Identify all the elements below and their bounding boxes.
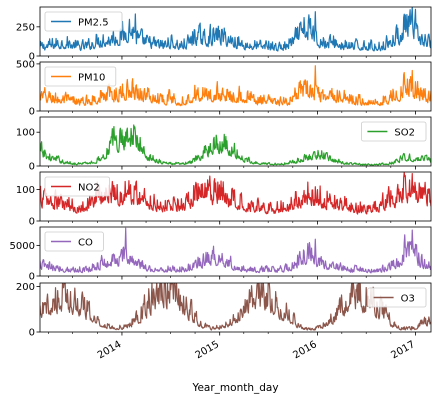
legend-box [44,176,110,197]
series-line-no2 [40,172,431,215]
panel-frame-co [39,226,432,277]
y-tick-label-o3: 0 [29,328,35,339]
panel-frame-o3 [39,282,432,333]
legend-box [367,287,427,308]
x-tick-label: 2014 [96,339,124,361]
panel-pm10: 0 500 PM10 [16,59,432,118]
y-tick-label-so2: 100 [16,128,35,139]
legend-box [44,231,104,252]
legend-pm10: PM10 [44,66,117,87]
panel-frame-so2 [39,116,432,167]
y-tick-label-no2: 0 [29,217,35,228]
legend-label: PM2.5 [78,18,109,29]
legend-box [44,11,123,32]
series-line-o3 [40,283,431,331]
panel-frame-pm10 [39,61,432,112]
legend-label: NO2 [78,183,100,194]
x-tick-label: 2017 [389,339,417,361]
panel-no2: 0 100 NO2 [16,171,432,228]
y-tick-label-pm10: 500 [16,59,35,70]
series-line-so2 [40,124,431,166]
legend-no2: NO2 [44,176,110,197]
y-tick-label-o3: 200 [16,282,35,293]
panel-o3: 0 200 O3 2014 2015 2016 2017 [16,282,432,361]
series-line-pm10 [40,65,431,107]
legend-box [44,66,117,87]
series-line-pm2-5 [40,7,431,52]
y-tick-label-so2: 0 [29,162,35,173]
panel-pm2-5: 0 250 PM2.5 [16,6,432,63]
legend-label: O3 [401,294,415,305]
y-tick-label-no2: 100 [16,185,35,196]
y-tick-label-pm10: 0 [29,107,35,118]
legend-so2: SO2 [360,121,427,142]
legend-label: SO2 [394,128,415,139]
panel-co: 0 5000 CO [10,226,432,283]
panel-so2: 0 100 SO2 [16,116,432,173]
y-tick-label-co: 5000 [10,241,35,252]
legend-box [360,121,427,142]
y-tick-label-pm2-5: 0 [29,52,35,63]
panel-frame-pm2-5 [39,6,432,57]
legend-o3: O3 [367,287,427,308]
legend-co: CO [44,231,104,252]
series-line-co [40,227,431,274]
y-tick-label-co: 0 [29,272,35,283]
panel-frame-no2 [39,171,432,222]
y-tick-label-pm2-5: 250 [16,22,35,33]
x-axis-label: Year_month_day [191,382,278,394]
legend-pm2-5: PM2.5 [44,11,123,32]
x-tick-label: 2016 [291,339,319,361]
legend-label: CO [78,238,93,249]
legend-label: PM10 [78,73,105,84]
x-tick-label: 2015 [194,339,222,361]
